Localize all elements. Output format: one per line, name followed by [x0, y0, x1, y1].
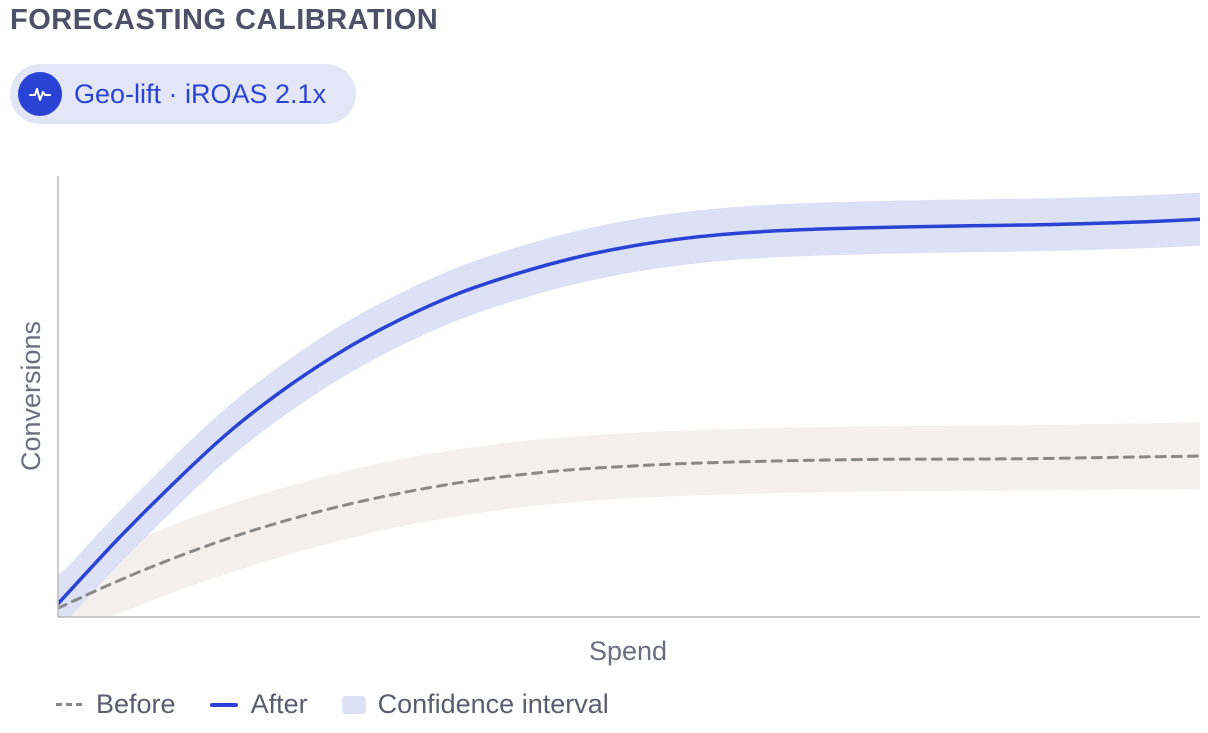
legend-before-label: Before: [96, 689, 176, 719]
legend-item-before: Before: [56, 689, 176, 720]
legend-item-after: After: [209, 689, 308, 720]
legend-after-label: After: [250, 689, 308, 719]
calibration-badge[interactable]: Geo-lift · iROAS 2.1x: [10, 64, 356, 124]
x-axis-label: Spend: [589, 636, 667, 666]
confidence-band-before: [58, 422, 1200, 617]
legend-confidence-label: Confidence interval: [377, 689, 609, 719]
calibration-chart: Conversions Spend: [16, 176, 1200, 666]
series-line-after: [58, 217, 1200, 606]
pulse-icon: [18, 72, 62, 116]
before-swatch: [56, 703, 82, 706]
confidence-swatch: [341, 695, 366, 714]
page-title: FORECASTING CALIBRATION: [10, 4, 439, 36]
series-line-before: [58, 454, 1200, 610]
after-swatch: [209, 702, 238, 707]
y-axis-label: Conversions: [16, 321, 46, 471]
calibration-badge-label: Geo-lift · iROAS 2.1x: [74, 78, 327, 109]
confidence-band-after: [58, 192, 1200, 617]
legend-item-confidence: Confidence interval: [341, 689, 609, 720]
chart-legend: Before After Confidence interval: [56, 689, 643, 720]
